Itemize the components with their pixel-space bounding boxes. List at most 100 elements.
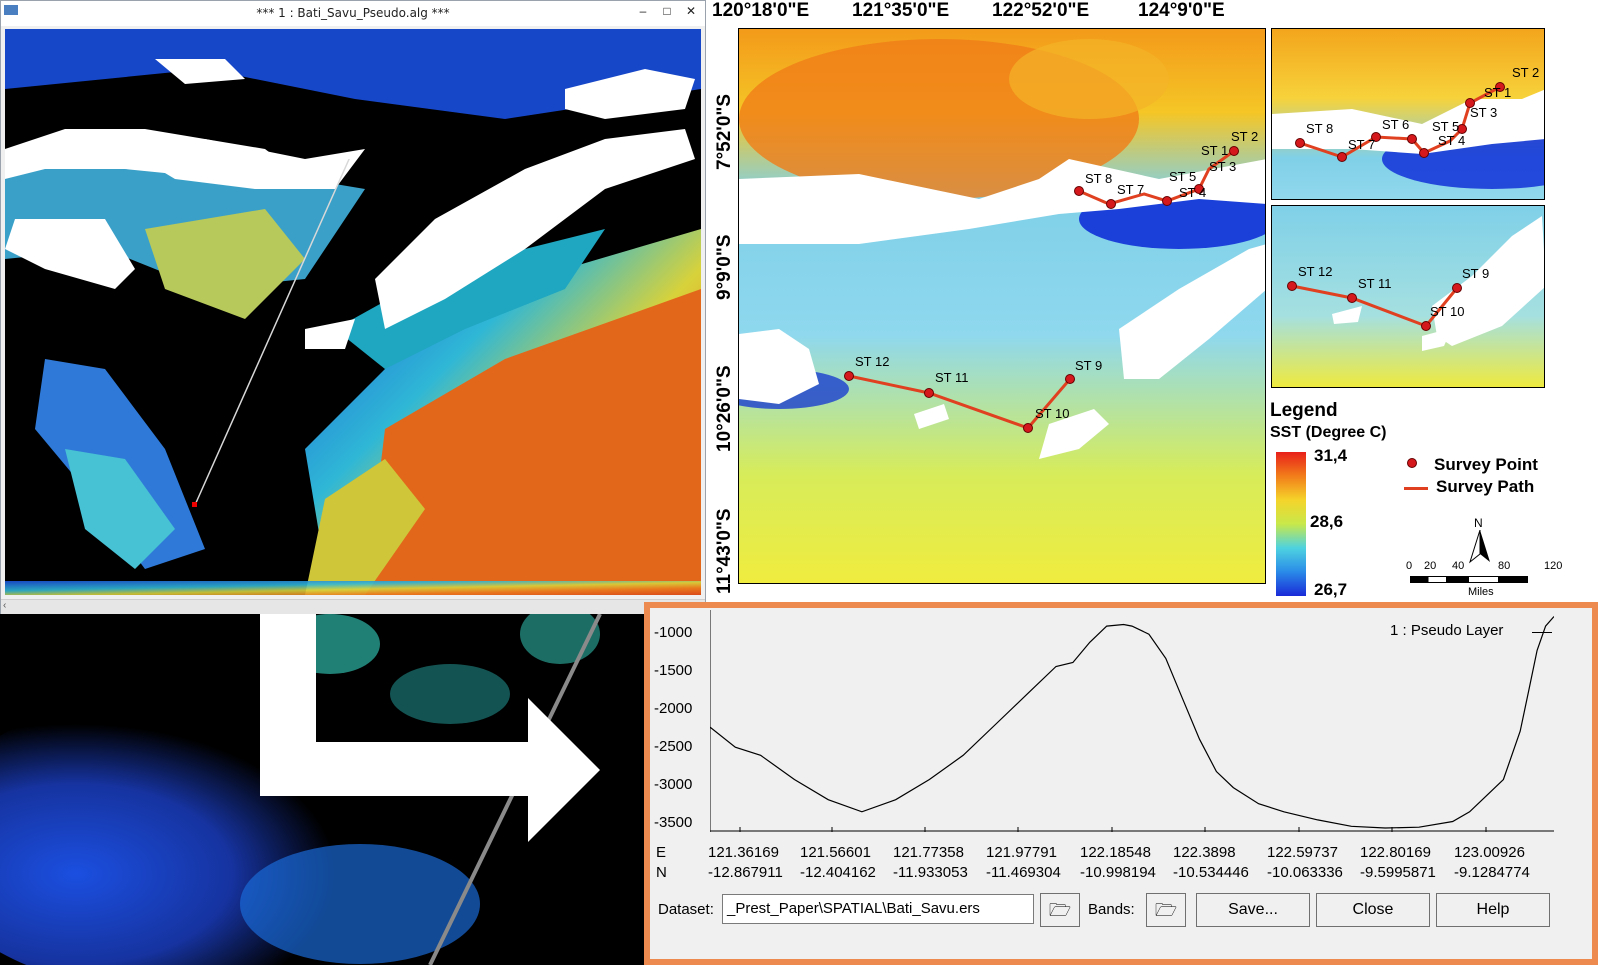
profile-series-line <box>710 616 1554 829</box>
station-label: ST 12 <box>1298 264 1333 279</box>
station-dot[interactable] <box>1106 199 1116 209</box>
legend-survey-point: Survey Point <box>1434 455 1538 474</box>
open-bands-button[interactable]: 🗁 <box>1146 893 1186 927</box>
northing-value: -12.867911 <box>708 864 783 881</box>
dataset-field[interactable]: _Prest_Paper\SPATIAL\Bati_Savu.ers <box>722 894 1034 924</box>
help-button[interactable]: Help <box>1436 893 1550 927</box>
station-label: ST 1 <box>1201 143 1229 158</box>
maximize-button[interactable]: □ <box>663 4 671 18</box>
app-icon[interactable] <box>4 5 18 15</box>
station-dot[interactable] <box>1421 321 1431 331</box>
station-label: ST 11 <box>935 370 969 385</box>
lon-label-2: 121°35'0"E <box>852 0 950 21</box>
3d-view[interactable] <box>0 614 660 965</box>
station-dot[interactable] <box>1287 281 1297 291</box>
station-label: ST 9 <box>1462 266 1490 281</box>
station-dot[interactable] <box>1371 132 1381 142</box>
inset-map-bottom[interactable]: ST 12 ST 11 ST 9 ST 10 <box>1271 205 1545 388</box>
profile-window: -1000 -1500 -2000 -2500 -3000 -3500 1 : … <box>644 602 1598 965</box>
station-dot[interactable] <box>1407 134 1417 144</box>
legend-max: 31,4 <box>1314 446 1348 465</box>
station-dot[interactable] <box>1295 138 1305 148</box>
survey-path-icon <box>1404 487 1428 490</box>
station-dot[interactable] <box>1074 186 1084 196</box>
profile-plot[interactable] <box>710 610 1554 832</box>
lat-label-4: 11°43'0"S <box>714 508 735 594</box>
sst-map: 120°18'0"E 121°35'0"E 122°52'0"E 124°9'0… <box>706 0 1598 610</box>
station-label: ST 2 <box>1231 129 1259 144</box>
station-dot[interactable] <box>924 388 934 398</box>
horizontal-scrollbar[interactable]: ‹ › <box>1 599 705 614</box>
station-dot[interactable] <box>1065 374 1075 384</box>
main-map-image <box>739 29 1265 583</box>
north-arrow-icon <box>1469 530 1490 564</box>
y-tick-label: -3500 <box>654 814 693 831</box>
bands-label: Bands: <box>1088 901 1135 918</box>
northing-value: -10.063336 <box>1267 864 1343 881</box>
scroll-left-icon[interactable]: ‹ <box>3 600 7 611</box>
scale-bar <box>1410 576 1528 583</box>
inset-map-top[interactable]: ST 2 ST 1 ST 3 ST 8 ST 7 ST 6 ST 5 ST 4 <box>1271 28 1545 200</box>
northing-value: -11.469304 <box>986 864 1061 881</box>
raster-image <box>5 29 701 595</box>
station-dot[interactable] <box>1347 293 1357 303</box>
open-dataset-button[interactable]: 🗁 <box>1040 893 1080 927</box>
station-label: ST 11 <box>1358 276 1392 291</box>
scale-ticks: 0 20 40 80 120 <box>1406 560 1563 572</box>
station-dot[interactable] <box>1229 146 1239 156</box>
row-e-label: E <box>656 844 667 861</box>
easting-value: 121.97791 <box>986 844 1057 861</box>
3d-view-image <box>0 614 660 965</box>
easting-value: 121.36169 <box>708 844 779 861</box>
station-dot[interactable] <box>1495 82 1505 92</box>
inset-top-image <box>1272 29 1544 199</box>
y-tick-label: -2500 <box>654 738 693 755</box>
station-dot[interactable] <box>844 371 854 381</box>
y-tick-label: -1500 <box>654 662 693 679</box>
station-dot[interactable] <box>1452 283 1462 293</box>
station-label: ST 12 <box>855 354 890 369</box>
northing-value: -9.5995871 <box>1360 864 1436 881</box>
save-button[interactable]: Save... <box>1196 893 1310 927</box>
station-dot[interactable] <box>1419 148 1429 158</box>
northing-value: -10.998194 <box>1080 864 1156 881</box>
station-dot[interactable] <box>1023 423 1033 433</box>
dataset-label: Dataset: <box>658 901 714 918</box>
station-label: ST 4 <box>1438 133 1466 148</box>
sst-colorbar <box>1276 452 1306 596</box>
station-label: ST 7 <box>1117 182 1145 197</box>
station-dot[interactable] <box>1465 98 1475 108</box>
easting-value: 122.80169 <box>1360 844 1431 861</box>
easting-value: 123.00926 <box>1454 844 1525 861</box>
y-tick-label: -1000 <box>654 624 693 641</box>
station-label: ST 10 <box>1430 304 1465 319</box>
legend-subtitle: SST (Degree C) <box>1270 424 1387 441</box>
station-dot[interactable] <box>1194 184 1204 194</box>
window-title: *** 1 : Bati_Savu_Pseudo.alg *** <box>256 6 450 20</box>
station-dot[interactable] <box>1457 124 1467 134</box>
station-label: ST 8 <box>1085 171 1113 186</box>
station-dot[interactable] <box>1337 152 1347 162</box>
station-label: ST 7 <box>1348 137 1376 152</box>
north-label: N <box>1474 516 1483 530</box>
survey-point-icon <box>1407 458 1417 468</box>
main-map-frame[interactable]: ST 2 ST 1 ST 3 ST 8 ST 7 ST 5 ST 4 ST 12… <box>738 28 1266 584</box>
folder-open-icon: 🗁 <box>1154 900 1178 920</box>
lon-label-1: 120°18'0"E <box>712 0 810 21</box>
station-label: ST 8 <box>1306 121 1334 136</box>
y-tick-label: -3000 <box>654 776 693 793</box>
station-label: ST 5 <box>1169 169 1197 184</box>
close-button[interactable]: ✕ <box>685 4 697 18</box>
northing-value: -11.933053 <box>893 864 968 881</box>
legend-mid: 28,6 <box>1310 512 1344 531</box>
bathymetry-raster[interactable] <box>5 29 701 595</box>
station-dot[interactable] <box>1162 196 1172 206</box>
series-legend-label: 1 : Pseudo Layer <box>1390 622 1504 639</box>
raster-window: *** 1 : Bati_Savu_Pseudo.alg *** – □ ✕ <box>0 0 706 614</box>
station-label: ST 10 <box>1035 406 1070 421</box>
window-titlebar[interactable]: *** 1 : Bati_Savu_Pseudo.alg *** – □ ✕ <box>1 1 705 26</box>
close-button[interactable]: Close <box>1316 893 1430 927</box>
y-tick-label: -2000 <box>654 700 693 717</box>
minimize-button[interactable]: – <box>639 4 647 18</box>
lon-label-4: 124°9'0"E <box>1138 0 1225 21</box>
